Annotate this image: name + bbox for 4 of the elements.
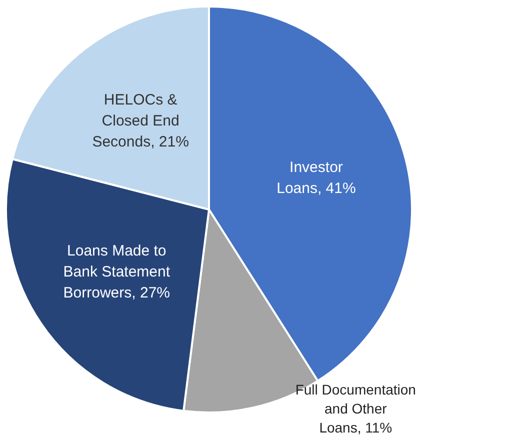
slice-label: Investor Loans, 41% — [276, 158, 356, 197]
slice-label: Full Documentation and Other Loans, 11% — [295, 381, 416, 436]
slice-label: Loans Made to Bank Statement Borrowers, 27% — [63, 242, 171, 302]
slice-label: HELOCs & Closed End Seconds, 21% — [92, 91, 189, 150]
